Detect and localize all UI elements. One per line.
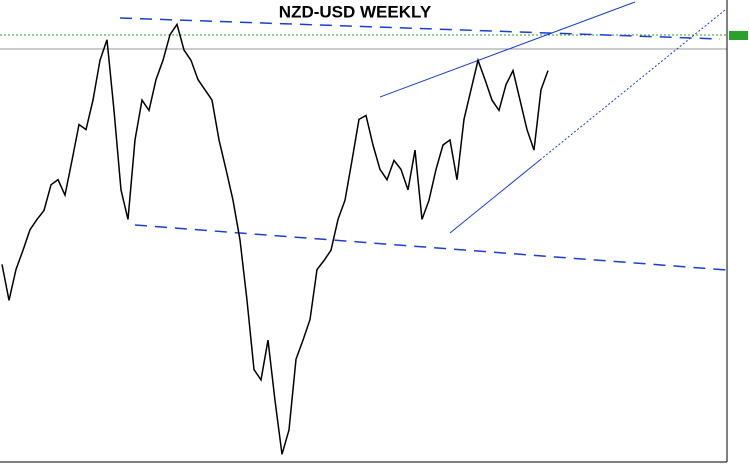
chart-title: NZD-USD WEEKLY [279,2,432,21]
trend-line [119,17,721,40]
wedge-line [379,1,636,98]
wedge-line [449,159,541,234]
price-marker [729,31,748,40]
price-line [1,22,549,455]
